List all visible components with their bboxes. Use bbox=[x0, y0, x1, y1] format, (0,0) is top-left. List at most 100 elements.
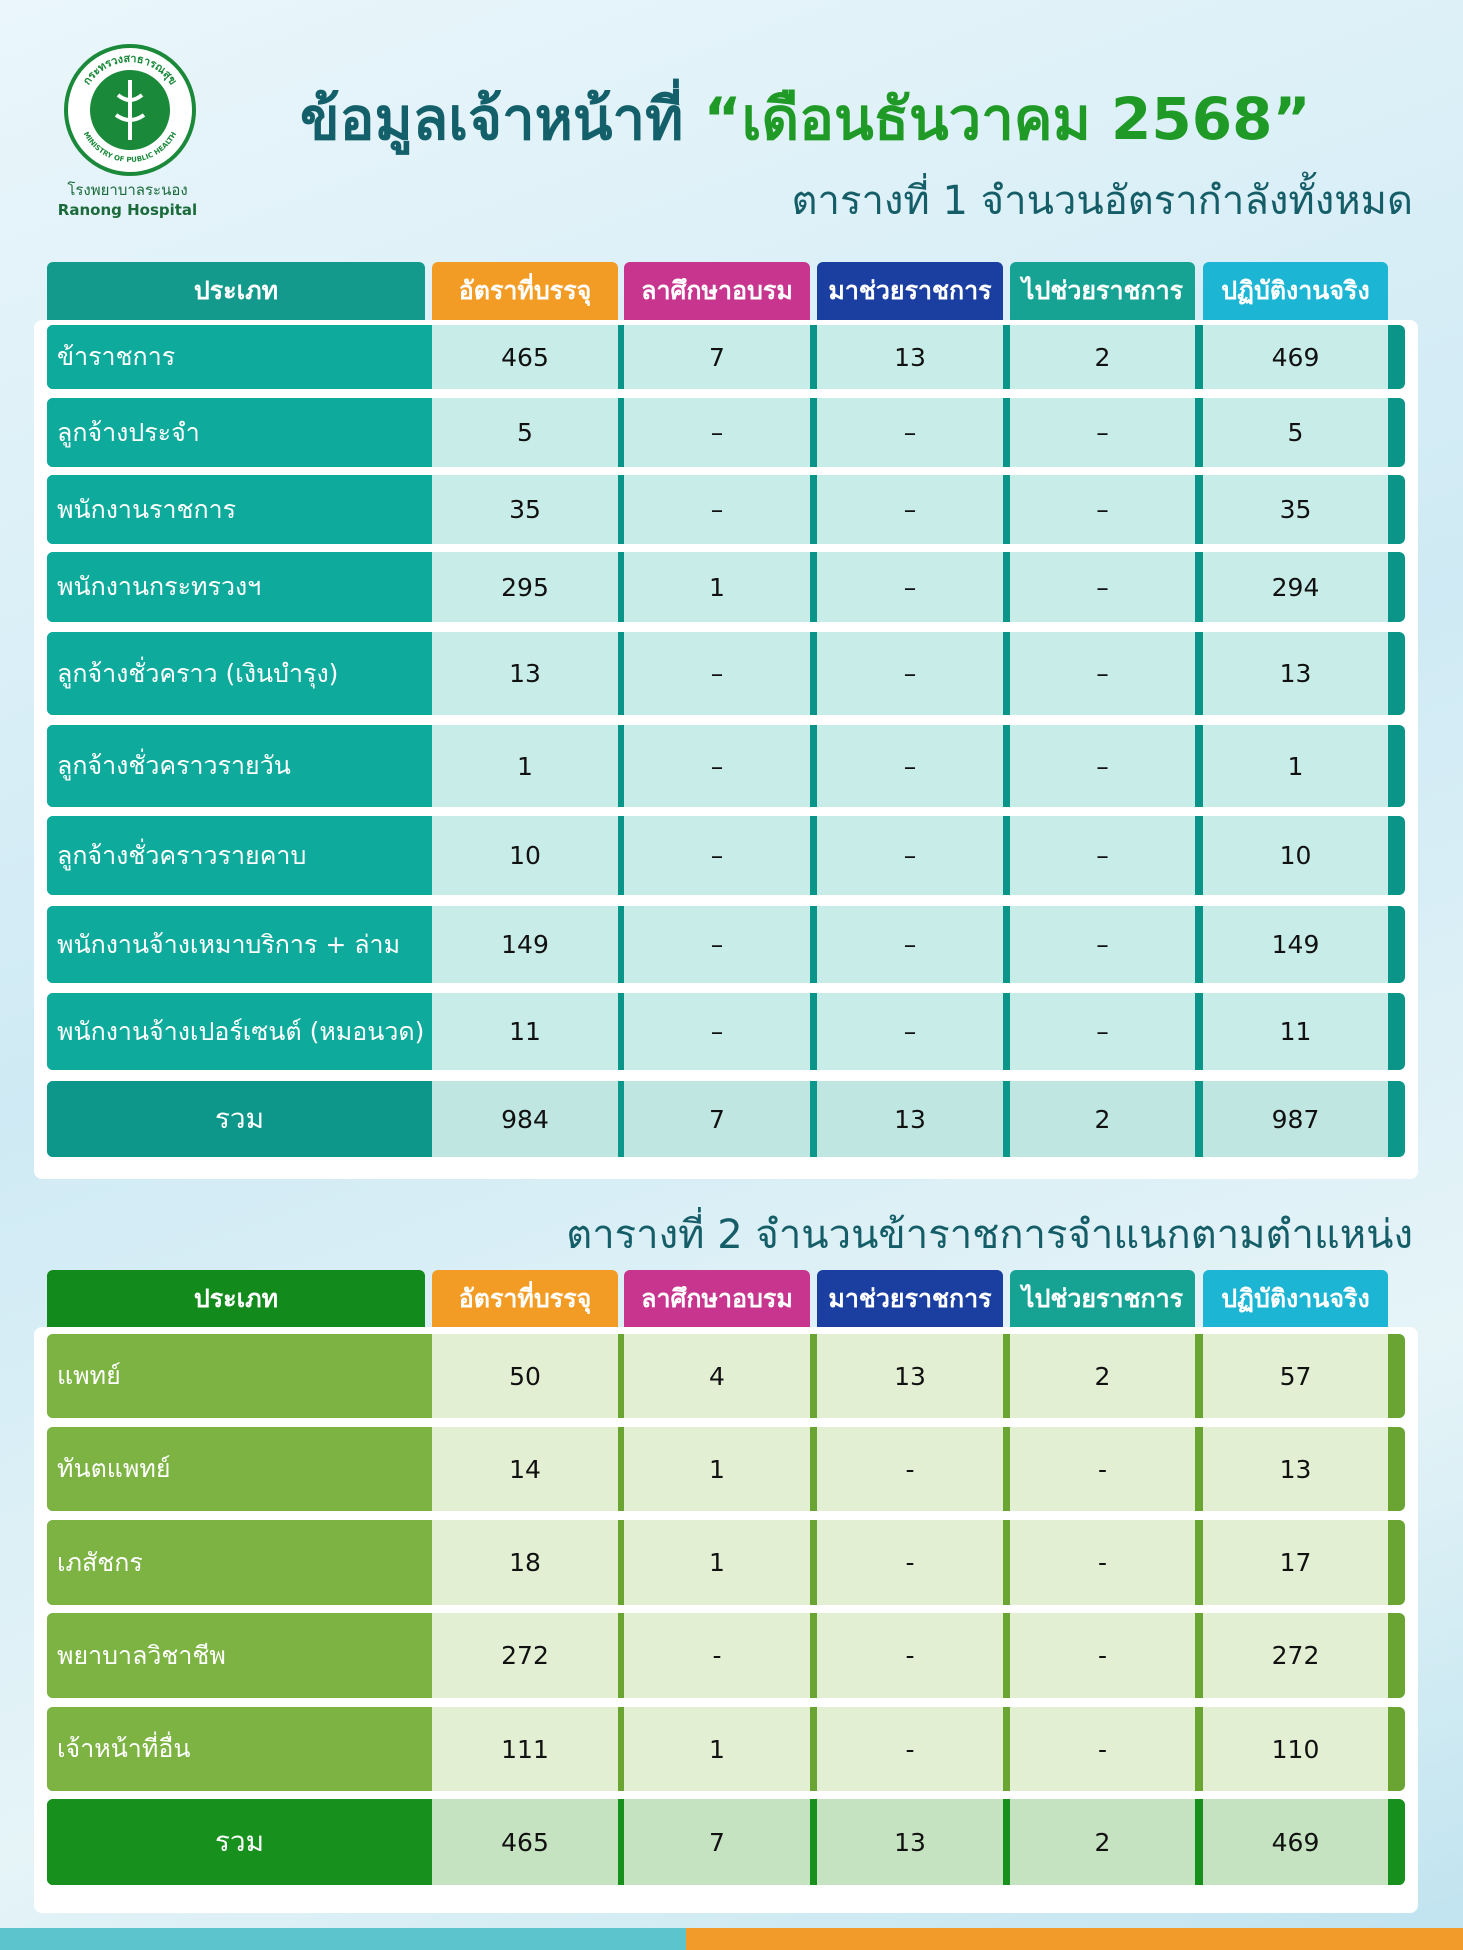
table-cell: 50 bbox=[432, 1334, 618, 1418]
table-cell: – bbox=[624, 398, 810, 467]
logo: กระทรวงสาธารณสุข MINISTRY OF PUBLIC HEAL… bbox=[64, 44, 196, 176]
table-cell: 984 bbox=[432, 1081, 618, 1157]
table-cell: - bbox=[1010, 1613, 1195, 1698]
column-header: มาช่วยราชการ bbox=[817, 1270, 1003, 1327]
table-cell: – bbox=[817, 398, 1003, 467]
column-header: ประเภท bbox=[47, 262, 425, 320]
table-cell: 7 bbox=[624, 1799, 810, 1885]
table-cell: - bbox=[817, 1613, 1003, 1698]
table-cell: 1 bbox=[624, 552, 810, 622]
table-cell: 2 bbox=[1010, 1799, 1195, 1885]
column-header: อัตราที่บรรจุ bbox=[432, 262, 618, 320]
title: ข้อมูลเจ้าหน้าที่ “เดือนธันวาคม 2568” bbox=[300, 72, 1311, 165]
table-cell: – bbox=[1010, 552, 1195, 622]
row-label: ลูกจ้างชั่วคราวรายคาบ bbox=[47, 816, 432, 895]
table-cell: – bbox=[1010, 993, 1195, 1070]
row-label: เภสัชกร bbox=[47, 1520, 432, 1605]
table-cell: 17 bbox=[1203, 1520, 1388, 1605]
table-cell: 5 bbox=[432, 398, 618, 467]
table-cell: 13 bbox=[1203, 632, 1388, 715]
table-cell: 13 bbox=[1203, 1427, 1388, 1511]
title-main: ข้อมูลเจ้าหน้าที่ bbox=[300, 85, 684, 153]
hospital-en: Ranong Hospital bbox=[57, 201, 198, 219]
table-cell: – bbox=[624, 475, 810, 544]
table-cell: - bbox=[817, 1707, 1003, 1791]
table-cell: – bbox=[817, 906, 1003, 983]
table-cell: 272 bbox=[1203, 1613, 1388, 1698]
table-cell: – bbox=[624, 632, 810, 715]
table-cell: 987 bbox=[1203, 1081, 1388, 1157]
row-label: รวม bbox=[47, 1081, 432, 1157]
table-cell: – bbox=[1010, 906, 1195, 983]
table-cell: – bbox=[817, 552, 1003, 622]
table-title: ตารางที่ 2 จำนวนข้าราชการจำแนกตามตำแหน่ง bbox=[566, 1212, 1413, 1258]
table-cell: - bbox=[1010, 1707, 1195, 1791]
title-highlight: “เดือนธันวาคม 2568” bbox=[703, 85, 1311, 153]
table-cell: 1 bbox=[624, 1427, 810, 1511]
table-cell: 2 bbox=[1010, 1081, 1195, 1157]
table-cell: 1 bbox=[432, 725, 618, 807]
column-header: ลาศึกษาอบรม bbox=[624, 1270, 810, 1327]
table-cell: 10 bbox=[1203, 816, 1388, 895]
table-cell: 469 bbox=[1203, 1799, 1388, 1885]
table-cell: 5 bbox=[1203, 398, 1388, 467]
table-cell: 111 bbox=[432, 1707, 618, 1791]
table-cell: 1 bbox=[624, 1520, 810, 1605]
column-header: ลาศึกษาอบรม bbox=[624, 262, 810, 320]
table-cell: 1 bbox=[624, 1707, 810, 1791]
row-label: เจ้าหน้าที่อื่น bbox=[47, 1707, 432, 1791]
table-cell: – bbox=[817, 632, 1003, 715]
table-cell: 465 bbox=[432, 325, 618, 389]
table-cell: 272 bbox=[432, 1613, 618, 1698]
table-cell: – bbox=[1010, 398, 1195, 467]
row-label: ลูกจ้างประจำ bbox=[47, 398, 432, 467]
table-cell: – bbox=[817, 993, 1003, 1070]
column-header: ปฏิบัติงานจริง bbox=[1203, 262, 1388, 320]
table-cell: 14 bbox=[432, 1427, 618, 1511]
row-label: พนักงานจ้างเปอร์เซนต์ (หมอนวด) bbox=[47, 993, 432, 1070]
row-label: ทันตแพทย์ bbox=[47, 1427, 432, 1511]
column-header: มาช่วยราชการ bbox=[817, 262, 1003, 320]
table-cell: 110 bbox=[1203, 1707, 1388, 1791]
row-label: ข้าราชการ bbox=[47, 325, 432, 389]
row-label: พยาบาลวิชาชีพ bbox=[47, 1613, 432, 1698]
row-label: รวม bbox=[47, 1799, 432, 1885]
footer-bar bbox=[0, 1928, 686, 1950]
row-label: แพทย์ bbox=[47, 1334, 432, 1418]
table-cell: 13 bbox=[432, 632, 618, 715]
table-cell: – bbox=[624, 816, 810, 895]
row-label: พนักงานราชการ bbox=[47, 475, 432, 544]
table-cell: 469 bbox=[1203, 325, 1388, 389]
table-cell: – bbox=[624, 993, 810, 1070]
table-cell: – bbox=[1010, 475, 1195, 544]
column-header: ปฏิบัติงานจริง bbox=[1203, 1270, 1388, 1327]
hospital-th: โรงพยาบาลระนอง bbox=[67, 181, 188, 199]
table-cell: – bbox=[624, 906, 810, 983]
table-cell: - bbox=[817, 1520, 1003, 1605]
table-cell: 294 bbox=[1203, 552, 1388, 622]
row-label: ลูกจ้างชั่วคราวรายวัน bbox=[47, 725, 432, 807]
table-cell: 11 bbox=[1203, 993, 1388, 1070]
table-cell: – bbox=[817, 475, 1003, 544]
table-cell: – bbox=[817, 816, 1003, 895]
table-cell: 13 bbox=[817, 1081, 1003, 1157]
table-cell: 13 bbox=[817, 1799, 1003, 1885]
table-cell: - bbox=[1010, 1520, 1195, 1605]
footer-bar bbox=[686, 1928, 1463, 1950]
table-cell: 1 bbox=[1203, 725, 1388, 807]
row-label: ลูกจ้างชั่วคราว (เงินบำรุง) bbox=[47, 632, 432, 715]
column-header: ไปช่วยราชการ bbox=[1010, 262, 1195, 320]
table-title: ตารางที่ 1 จำนวนอัตรากำลังทั้งหมด bbox=[791, 178, 1413, 224]
table-cell: 57 bbox=[1203, 1334, 1388, 1418]
table-cell: - bbox=[624, 1613, 810, 1698]
table-cell: 7 bbox=[624, 325, 810, 389]
column-header: อัตราที่บรรจุ bbox=[432, 1270, 618, 1327]
table-cell: – bbox=[1010, 632, 1195, 715]
table-cell: 11 bbox=[432, 993, 618, 1070]
table-cell: 4 bbox=[624, 1334, 810, 1418]
table-cell: 295 bbox=[432, 552, 618, 622]
table-cell: - bbox=[1010, 1427, 1195, 1511]
table-cell: 2 bbox=[1010, 1334, 1195, 1418]
table-cell: 7 bbox=[624, 1081, 810, 1157]
